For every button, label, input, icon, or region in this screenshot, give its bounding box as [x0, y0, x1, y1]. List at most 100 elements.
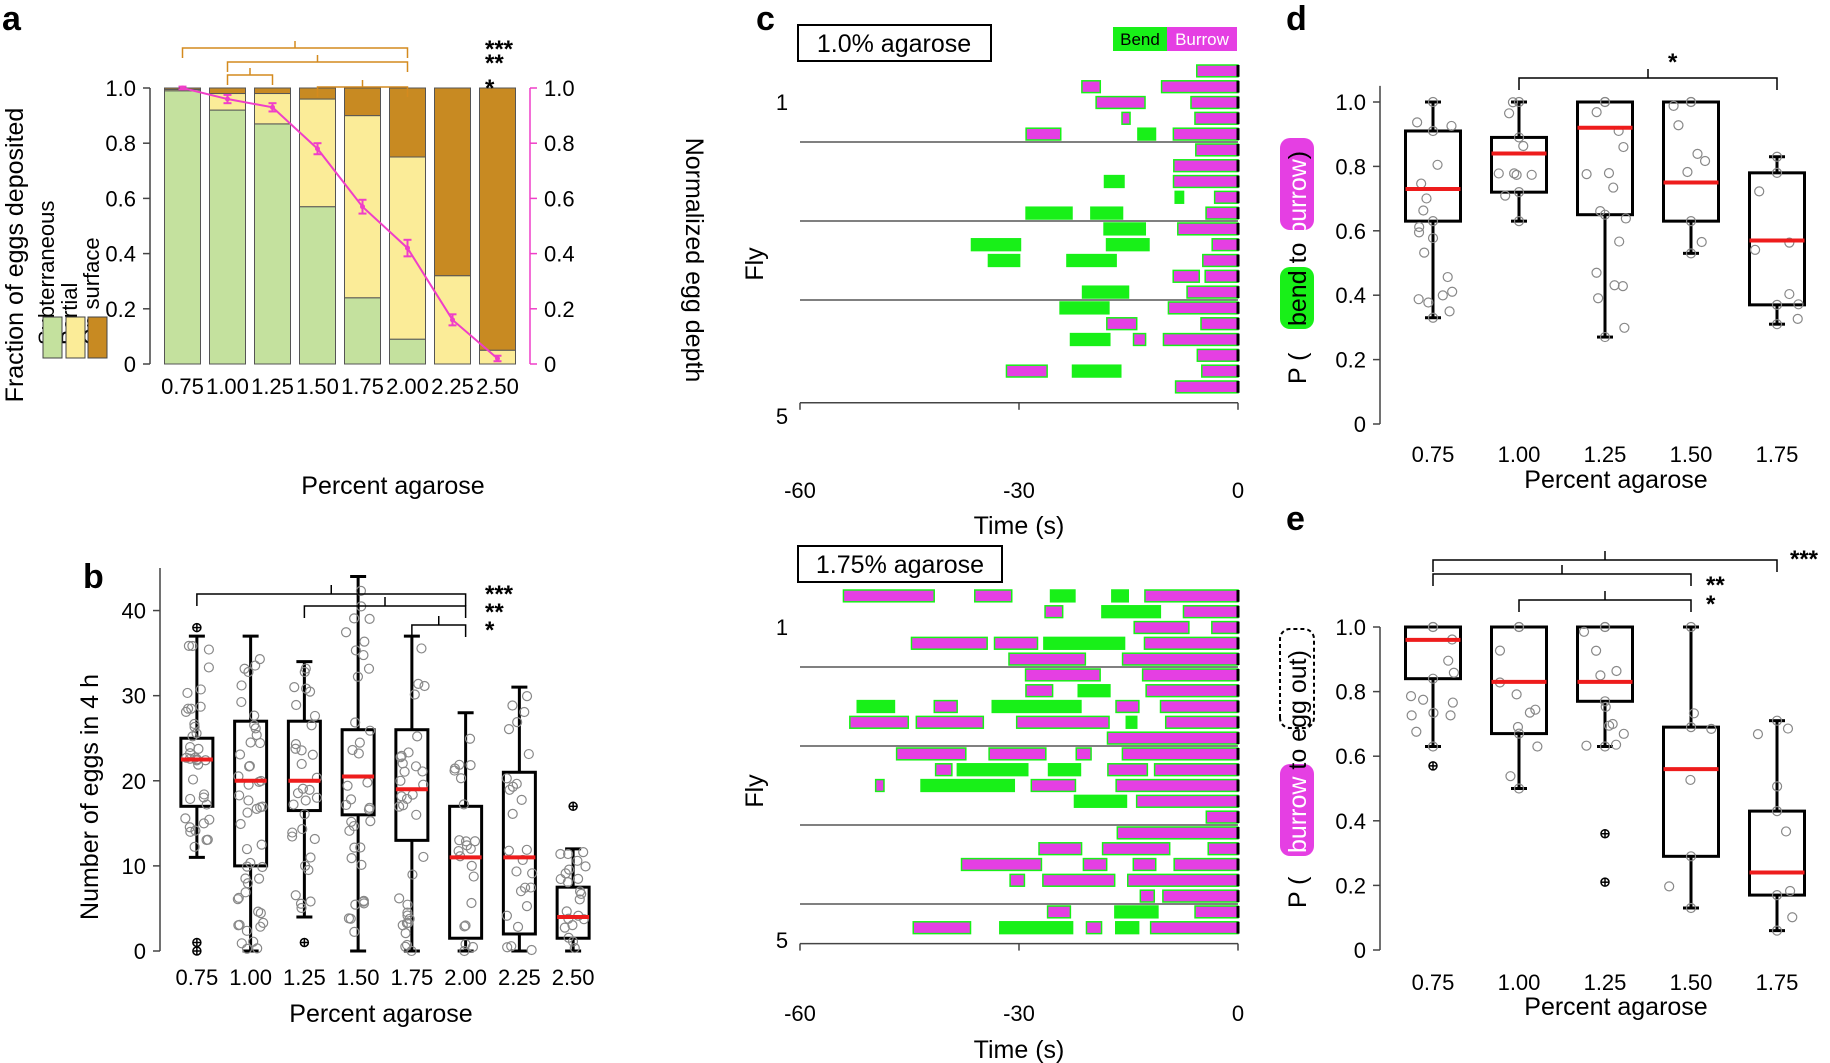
ethogram-1-title: 1.0% agarose: [817, 30, 971, 58]
c2-burrow-bout: [1149, 921, 1239, 935]
c1-burrow-bout: [1196, 348, 1239, 362]
a-sig-bracket: [226, 74, 274, 85]
b-data-point: [563, 932, 574, 943]
b-box: [448, 804, 484, 940]
b-xtick-label: 1.25: [283, 965, 326, 990]
panel-a-xlabel: Percent agarose: [301, 472, 484, 500]
d-data-point: [1593, 293, 1604, 304]
a-depth-point: [180, 85, 185, 91]
c2-bend-bout: [1047, 763, 1082, 777]
a-ytick-label: 0.8: [105, 131, 136, 156]
b-data-point: [459, 945, 470, 957]
panel-label-a: a: [2, 0, 22, 38]
b-data-point: [580, 861, 591, 872]
b-data-point: [297, 823, 308, 835]
b-data-point: [363, 804, 375, 815]
d-data-point: [1427, 96, 1439, 108]
d-data-point: [1699, 155, 1711, 167]
b-data-point: [198, 818, 209, 829]
d-data-point: [1444, 306, 1455, 317]
c1-bend-bout: [987, 253, 1021, 268]
b-data-point: [296, 745, 307, 756]
b-data-point: [507, 700, 518, 711]
b-data-point: [349, 613, 360, 624]
b-data-point: [190, 825, 201, 836]
b-data-point: [350, 899, 361, 910]
b-data-point: [395, 775, 406, 786]
e-ytick-label: 0.2: [1335, 873, 1366, 898]
e-data-point: [1427, 741, 1439, 752]
panel-e-ylabel-burrow-highlight: [1280, 764, 1314, 856]
c1-burrow-bout: [1172, 127, 1239, 141]
b-data-point: [503, 724, 515, 735]
c2-burrow-bout: [1127, 873, 1239, 887]
c2-burrow-bout: [1106, 731, 1239, 745]
b-sig-stars: **: [485, 599, 504, 626]
d-data-point: [1513, 216, 1525, 227]
d-data-point: [1513, 96, 1525, 108]
e-xtick-label: 1.50: [1670, 970, 1713, 995]
b-data-point: [291, 699, 302, 711]
e-data-point: [1591, 645, 1602, 656]
b-data-point: [394, 893, 405, 904]
c2-burrow-bout: [1009, 873, 1026, 887]
b-data-point: [299, 809, 310, 820]
panel-d-ylabel: P (bend to burrow): [1280, 138, 1314, 384]
legend-burrow-label: Burrow: [1175, 30, 1230, 49]
e-data-point: [1784, 885, 1796, 897]
c1-burrow-bout: [1213, 190, 1239, 204]
panel-d-ylabel-text: P (bend to burrow): [1284, 151, 1312, 384]
b-data-point: [245, 737, 256, 748]
b-data-point: [233, 892, 244, 903]
a-y2tick-label: 0.8: [544, 131, 575, 156]
b-data-point: [234, 749, 246, 760]
b-data-point: [243, 666, 254, 678]
d-data-point: [1685, 96, 1697, 108]
b-data-point: [309, 710, 321, 722]
c2-burrow-bout: [1143, 636, 1239, 650]
e-data-point: [1513, 783, 1525, 794]
a-bar-on-surface: [209, 87, 246, 95]
b-data-point: [305, 896, 316, 907]
d-data-point: [1591, 107, 1602, 118]
b-data-point: [232, 894, 243, 905]
d-data-point: [1418, 205, 1429, 216]
d-xtick-label: 1.25: [1584, 442, 1627, 467]
panel-e-ylabel-eggout-box: [1279, 628, 1315, 729]
c-xtick-label: 0: [1232, 478, 1244, 503]
b-data-point: [409, 689, 420, 700]
d-box: [1576, 100, 1634, 217]
b-data-point: [402, 907, 413, 918]
c1-bend-bout: [1174, 190, 1185, 204]
b-data-point: [353, 748, 364, 759]
b-data-point: [251, 803, 262, 814]
a-ytick-label: 1.0: [105, 76, 136, 101]
b-data-point: [195, 684, 206, 695]
a-y2tick-label: 1.0: [544, 76, 575, 101]
e-data-point: [1513, 728, 1525, 739]
ethogram-2-xlabel: Time (s): [974, 1036, 1065, 1063]
a-y2tick-label: 0: [544, 352, 556, 377]
d-data-point: [1591, 267, 1602, 278]
b-data-point: [295, 898, 307, 909]
c2-burrow-bout: [1121, 747, 1239, 761]
c2-burrow-bout: [974, 589, 1013, 603]
e-data-point: [1595, 670, 1606, 681]
c-xtick-label: -60: [784, 478, 816, 503]
e-data-point: [1685, 621, 1697, 633]
b-data-point: [362, 777, 373, 788]
b-data-point: [460, 939, 471, 950]
b-data-point: [236, 680, 247, 691]
d-ytick-label: 0: [1354, 412, 1366, 437]
e-data-point: [1418, 694, 1429, 705]
b-box: [233, 719, 269, 868]
b-data-point: [301, 683, 312, 694]
c-xtick-label: 0: [1232, 1001, 1244, 1026]
b-data-point: [350, 717, 361, 728]
d-data-point: [1427, 312, 1439, 323]
b-data-point: [193, 743, 204, 754]
e-sig-bracket: [1432, 559, 1778, 572]
e-xtick-label: 0.75: [1412, 970, 1455, 995]
b-data-point: [202, 834, 213, 845]
e-data-point: [1447, 697, 1458, 708]
